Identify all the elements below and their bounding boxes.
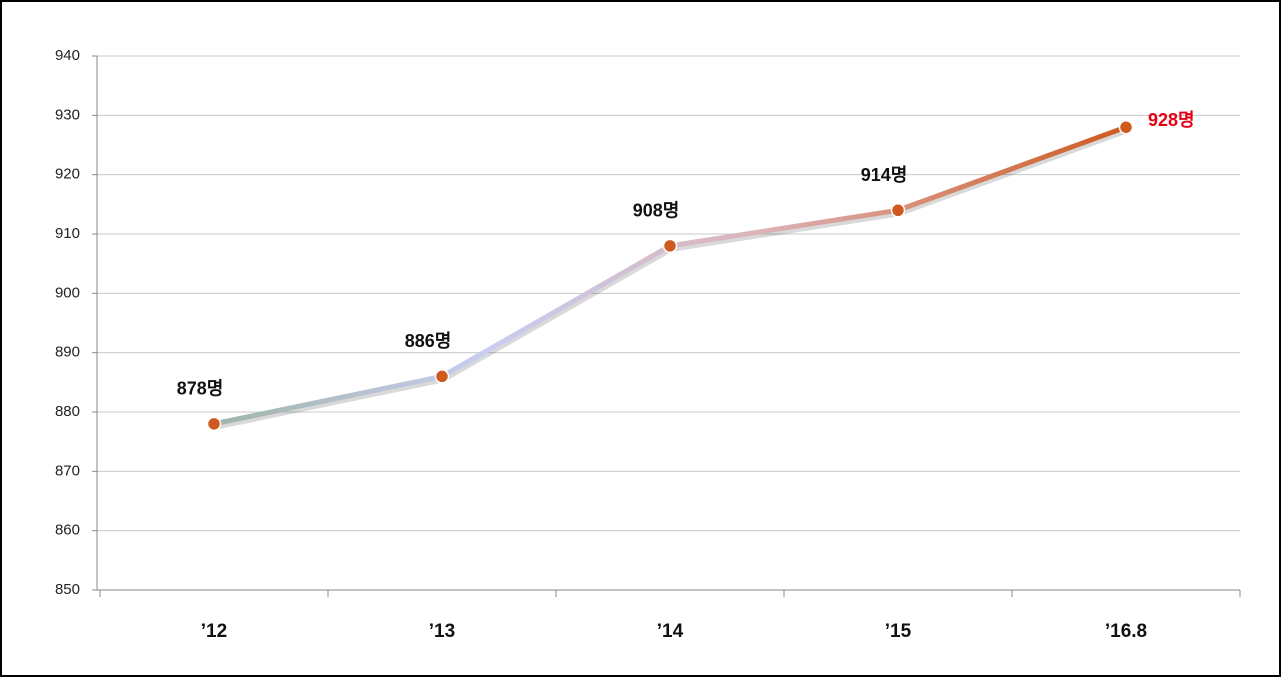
y-tick-label: 900 — [55, 284, 80, 301]
y-tick-label: 940 — [55, 47, 80, 64]
y-tick-label: 910 — [55, 225, 80, 242]
marker — [890, 203, 906, 218]
y-tick-label: 890 — [55, 344, 80, 361]
value-label: 914명 — [861, 165, 908, 185]
y-tick-label: 850 — [55, 581, 80, 598]
x-tick-label: ’14 — [657, 621, 684, 642]
marker — [206, 416, 222, 432]
value-label: 908명 — [633, 201, 680, 221]
y-tick-label: 920 — [55, 166, 80, 183]
y-tick-label: 880 — [55, 403, 80, 420]
marker — [1118, 119, 1134, 135]
marker — [434, 369, 450, 384]
value-label: 886명 — [405, 331, 452, 351]
y-tick-label: 930 — [55, 106, 80, 123]
value-label: 878명 — [177, 379, 224, 399]
x-tick-label: ’13 — [429, 621, 455, 642]
x-tick-label: ’16.8 — [1105, 621, 1147, 642]
x-tick-label: ’15 — [885, 621, 912, 642]
y-tick-label: 860 — [55, 522, 80, 539]
marker — [662, 238, 678, 254]
value-label: 928명 — [1148, 110, 1195, 130]
y-tick-label: 870 — [55, 462, 80, 479]
x-tick-label: ’12 — [201, 621, 227, 642]
